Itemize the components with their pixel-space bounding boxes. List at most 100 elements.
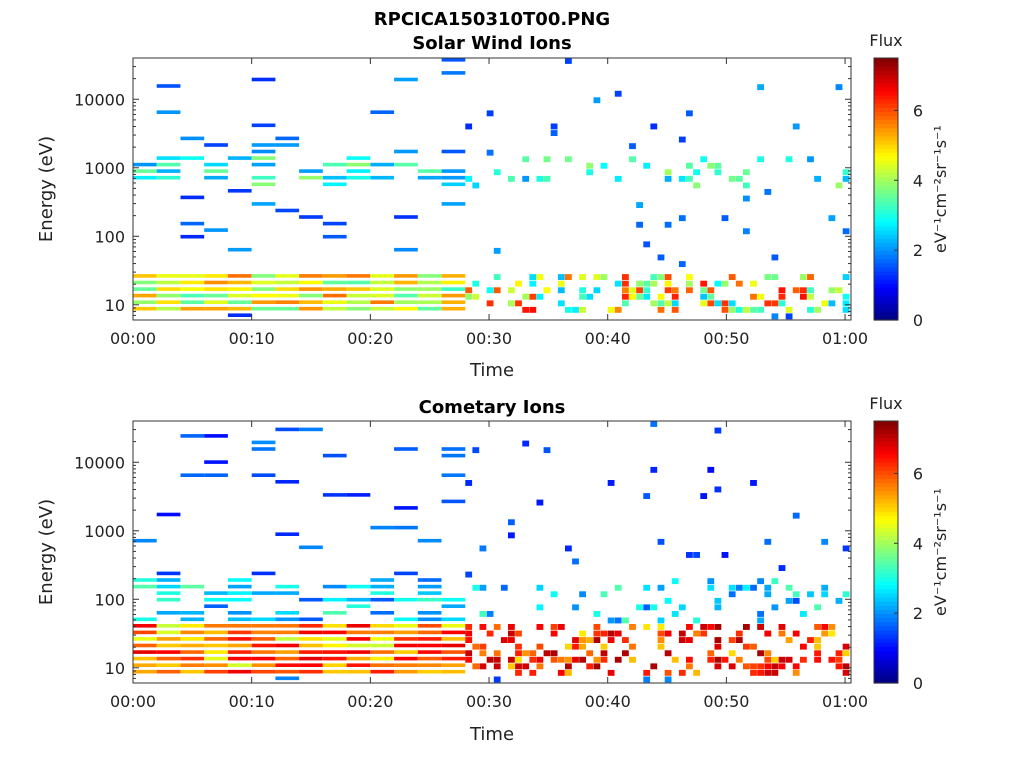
heatmap-cell: [180, 136, 205, 141]
heatmap-cell: [275, 611, 300, 615]
heatmap-cell: [522, 156, 530, 163]
heatmap-cell: [417, 637, 442, 641]
heatmap-cell: [565, 545, 572, 552]
heatmap-cell: [522, 293, 530, 300]
heatmap-cell: [472, 182, 480, 189]
heatmap-cell: [700, 280, 708, 287]
colorbar-segment: [874, 638, 898, 643]
colorbar-segment: [874, 490, 898, 496]
heatmap-cell: [750, 480, 757, 486]
heatmap-cell: [678, 136, 686, 143]
heatmap-cell: [643, 241, 651, 248]
heatmap-cell: [657, 274, 665, 280]
heatmap-cell: [370, 280, 395, 285]
heatmap-cell: [472, 447, 480, 454]
heatmap-cell: [778, 663, 786, 670]
heatmap-cell: [299, 293, 323, 298]
heatmap-cell: [800, 274, 807, 280]
heatmap-cell: [707, 466, 715, 473]
heatmap-cell: [664, 287, 672, 294]
heatmap-cell: [757, 156, 764, 163]
heatmap-cell: [593, 274, 601, 280]
heatmap-cell: [394, 274, 418, 278]
heatmap-cell: [529, 293, 537, 300]
heatmap-cell: [643, 280, 651, 287]
heatmap-cell: [750, 293, 757, 300]
heatmap-cell: [500, 637, 508, 643]
colorbar-segment: [874, 633, 898, 639]
heatmap-cell: [156, 650, 181, 654]
heatmap-cell: [664, 669, 672, 676]
heatmap-cell: [529, 274, 537, 280]
colorbar-segment: [874, 164, 898, 170]
heatmap-cell: [842, 300, 850, 307]
heatmap-cell: [807, 274, 814, 280]
heatmap-cell: [743, 228, 750, 235]
heatmap-cell: [275, 591, 300, 595]
heatmap-cell: [657, 637, 665, 643]
x-tick-label: 00:20: [347, 329, 393, 348]
heatmap-cell: [493, 676, 501, 683]
heatmap-cell: [251, 630, 276, 635]
heatmap-cell: [543, 156, 551, 163]
heatmap-cell: [441, 630, 466, 635]
colorbar-segment: [874, 295, 898, 301]
heatmap-cell: [441, 499, 466, 504]
colorbar-segment: [874, 433, 898, 438]
heatmap-cell: [275, 480, 300, 484]
heatmap-cell: [757, 84, 764, 91]
heatmap-cell: [757, 663, 764, 670]
heatmap-cell: [227, 630, 252, 635]
heatmap-cell: [607, 637, 615, 643]
heatmap-cell: [707, 293, 715, 300]
heatmap-cell: [792, 591, 800, 598]
heatmap-cell: [251, 591, 276, 595]
heatmap-cell: [543, 175, 551, 182]
heatmap-cell: [508, 630, 515, 637]
heatmap-cell: [743, 195, 750, 202]
heatmap-cell: [643, 584, 651, 591]
colorbar-segment: [874, 152, 898, 157]
heatmap-cell: [771, 254, 779, 261]
heatmap-cell: [800, 287, 807, 294]
heatmap-cell: [757, 306, 764, 313]
heatmap-cell: [370, 300, 395, 304]
y-tick-label: 10: [105, 659, 125, 678]
heatmap-cell: [735, 280, 743, 287]
heatmap-cell: [370, 637, 395, 641]
heatmap-cell: [275, 656, 300, 661]
x-tick-label: 00:40: [585, 692, 631, 711]
heatmap-cell: [579, 274, 586, 280]
heatmap-cell: [586, 650, 594, 657]
heatmap-cells: [133, 421, 850, 683]
colorbar-segment: [874, 592, 898, 598]
colorbar-segment: [874, 670, 898, 676]
heatmap-cell: [417, 663, 442, 667]
heatmap-cell: [693, 630, 700, 637]
heatmap-cell: [204, 597, 228, 602]
heatmap-cell: [792, 669, 800, 676]
heatmap-cell: [743, 624, 750, 630]
heatmap-cell: [180, 434, 205, 438]
heatmap-cell: [275, 643, 300, 648]
heatmap-cell: [693, 617, 700, 624]
heatmap-cell: [707, 162, 715, 169]
colorbar-segment: [874, 654, 898, 659]
colorbar-segment: [874, 646, 898, 651]
heatmap-cell: [322, 663, 347, 667]
heatmap-cell: [735, 175, 743, 182]
heatmap-cell: [465, 123, 473, 130]
heatmap-cell: [664, 597, 672, 604]
y-axis-label: Energy (eV): [36, 499, 57, 605]
heatmap-cell: [322, 624, 347, 628]
heatmap-cell: [757, 578, 764, 585]
colorbar-segment: [874, 221, 898, 227]
heatmap-cell: [346, 280, 371, 285]
colorbar-tick-label: 2: [913, 241, 923, 260]
heatmap-cell: [728, 175, 736, 182]
heatmap-cell: [299, 663, 323, 667]
heatmap-cell: [664, 630, 672, 637]
heatmap-cell: [417, 293, 442, 298]
heatmap-cell: [441, 300, 466, 304]
heatmap-cell: [586, 169, 594, 176]
